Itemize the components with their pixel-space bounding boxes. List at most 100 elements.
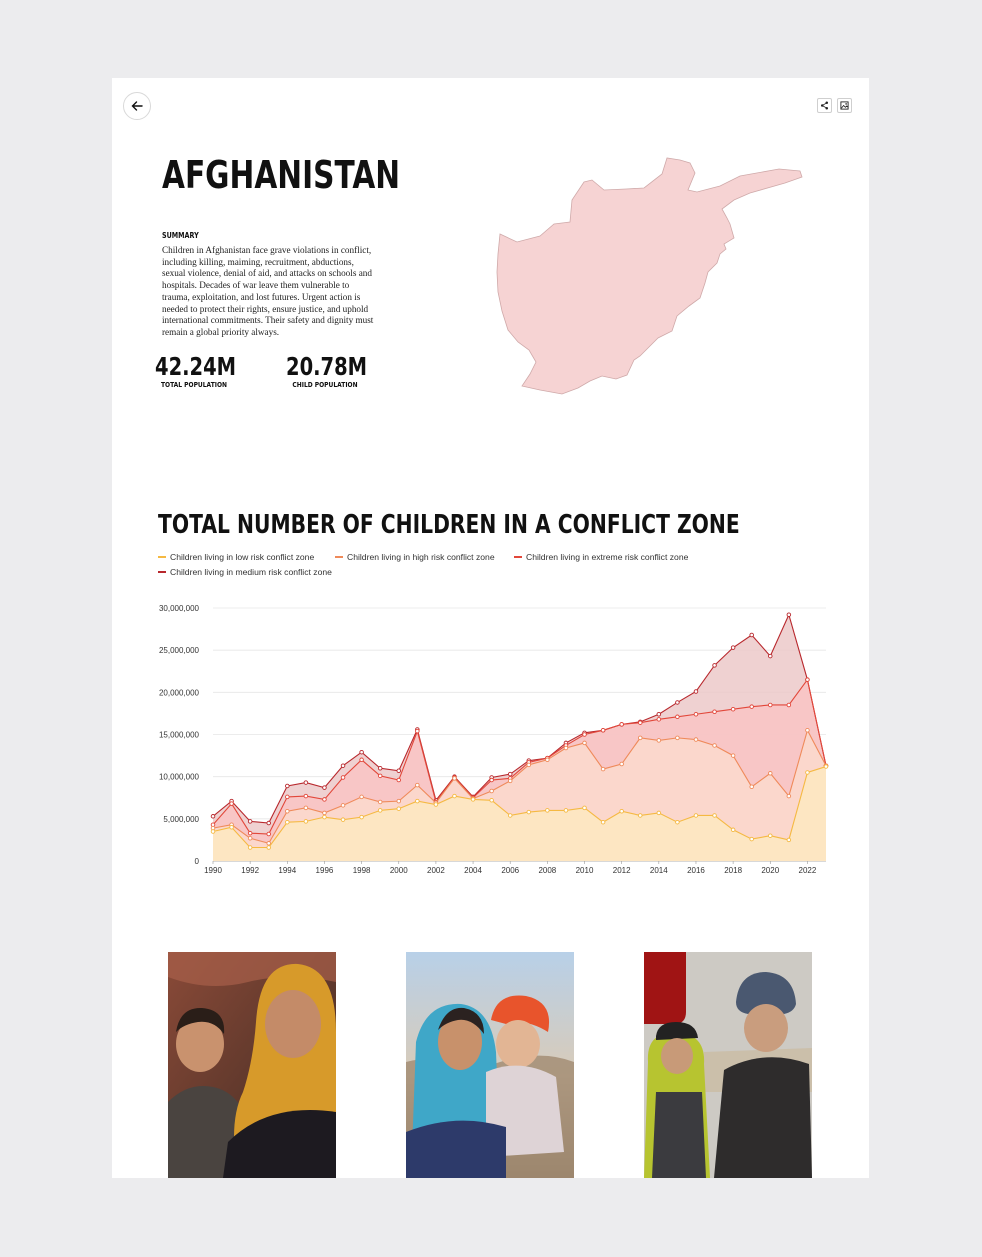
- country-title: AFGHANISTAN: [162, 153, 401, 197]
- data-point-medium: [247, 819, 253, 824]
- x-tick-label: 2010: [576, 866, 594, 875]
- data-point-extreme: [675, 714, 680, 720]
- data-point-low: [359, 814, 364, 820]
- data-point-high: [656, 738, 662, 743]
- data-point-extreme: [786, 702, 792, 708]
- data-point-high: [377, 799, 383, 805]
- data-point-low: [563, 808, 569, 813]
- data-point-low: [582, 805, 587, 811]
- photo-children-1: [168, 952, 336, 1178]
- data-point-high: [507, 778, 513, 784]
- share-button[interactable]: [817, 98, 832, 113]
- data-point-extreme: [266, 831, 271, 837]
- legend-swatch-extreme: [514, 556, 522, 558]
- x-tick-label: 1998: [353, 866, 371, 875]
- data-point-high: [545, 757, 550, 763]
- data-point-high: [266, 841, 271, 846]
- data-point-high: [340, 803, 346, 808]
- data-point-low: [377, 808, 383, 813]
- data-point-medium: [359, 749, 364, 755]
- data-point-low: [656, 810, 662, 816]
- data-point-extreme: [730, 706, 736, 712]
- y-tick-label: 25,000,000: [159, 646, 200, 655]
- data-point-extreme: [693, 712, 699, 717]
- back-button[interactable]: [123, 92, 151, 120]
- legend-swatch-medium: [158, 571, 166, 573]
- x-tick-label: 2014: [650, 866, 668, 875]
- data-point-extreme: [619, 722, 624, 727]
- data-point-extreme: [637, 720, 643, 725]
- data-point-high: [712, 743, 717, 748]
- area-low: [213, 766, 826, 861]
- data-point-high: [322, 810, 327, 816]
- y-tick-label: 0: [195, 857, 200, 866]
- data-point-extreme: [656, 717, 662, 722]
- y-tick-label: 15,000,000: [159, 731, 200, 740]
- data-point-high: [285, 808, 290, 814]
- series-line-high: [212, 728, 827, 844]
- data-point-medium: [730, 645, 736, 650]
- photo-children-3: [644, 952, 812, 1178]
- data-point-high: [247, 835, 253, 841]
- data-point-medium: [712, 663, 717, 668]
- download-image-button[interactable]: [837, 98, 852, 113]
- area-chart: 0 5,000,000 10,000,000 15,000,000 20,000,000…: [159, 604, 829, 875]
- data-point-extreme: [712, 709, 717, 714]
- data-point-high: [489, 788, 494, 794]
- stat-child-population: 20.78M CHILD POPULATION: [275, 353, 375, 390]
- stat-label: TOTAL POPULATION: [160, 381, 228, 389]
- data-point-extreme: [768, 702, 773, 708]
- legend-label: Children living in extreme risk conflict…: [526, 552, 689, 562]
- data-point-low: [489, 798, 494, 803]
- data-point-high: [693, 737, 699, 742]
- data-point-extreme: [229, 801, 234, 806]
- data-point-low: [712, 813, 717, 818]
- data-point-medium: [377, 765, 383, 771]
- y-tick-label: 20,000,000: [159, 688, 200, 697]
- legend-item-extreme[interactable]: Children living in extreme risk conflict…: [514, 552, 688, 562]
- legend-item-medium[interactable]: Children living in medium risk conflict …: [158, 567, 332, 577]
- x-tick-label: 2020: [761, 866, 779, 875]
- data-point-extreme: [247, 830, 253, 836]
- data-point-extreme: [489, 777, 494, 783]
- data-point-medium: [675, 700, 680, 705]
- data-point-high: [600, 766, 606, 772]
- data-point-extreme: [805, 677, 810, 682]
- data-point-low: [545, 808, 550, 813]
- data-point-medium: [749, 632, 754, 638]
- data-point-medium: [210, 814, 216, 819]
- data-point-extreme: [600, 728, 606, 733]
- data-point-low: [210, 829, 216, 834]
- data-point-medium: [322, 785, 327, 790]
- data-point-low: [768, 833, 773, 838]
- legend-label: Children living in medium risk conflict …: [170, 567, 332, 577]
- legend-item-low[interactable]: Children living in low risk conflict zon…: [158, 552, 314, 562]
- data-point-high: [359, 794, 364, 800]
- data-point-low: [730, 827, 736, 833]
- legend-label: Children living in high risk conflict zo…: [347, 552, 495, 562]
- data-point-low: [340, 817, 346, 822]
- data-point-medium: [768, 653, 773, 659]
- data-point-low: [322, 814, 327, 820]
- data-point-low: [229, 825, 234, 830]
- data-point-medium: [693, 689, 699, 694]
- summary-label: SUMMARY: [162, 231, 199, 240]
- data-point-high: [637, 735, 643, 741]
- y-tick-label: 30,000,000: [159, 604, 200, 613]
- data-point-extreme: [322, 797, 327, 802]
- data-point-medium: [786, 612, 792, 617]
- data-point-extreme: [303, 793, 309, 799]
- legend-swatch-high: [335, 556, 343, 558]
- country-map: [496, 157, 803, 395]
- legend-item-high[interactable]: Children living in high risk conflict zo…: [335, 552, 495, 562]
- x-tick-label: 2008: [538, 866, 556, 875]
- data-point-low: [303, 819, 309, 824]
- data-point-high: [805, 728, 810, 733]
- data-point-low: [285, 819, 290, 825]
- x-tick-label: 1994: [278, 866, 296, 875]
- stat-label: CHILD POPULATION: [292, 381, 358, 389]
- data-point-high: [396, 798, 402, 804]
- data-point-low: [786, 837, 792, 843]
- data-point-low: [415, 798, 420, 804]
- data-point-high: [563, 745, 569, 751]
